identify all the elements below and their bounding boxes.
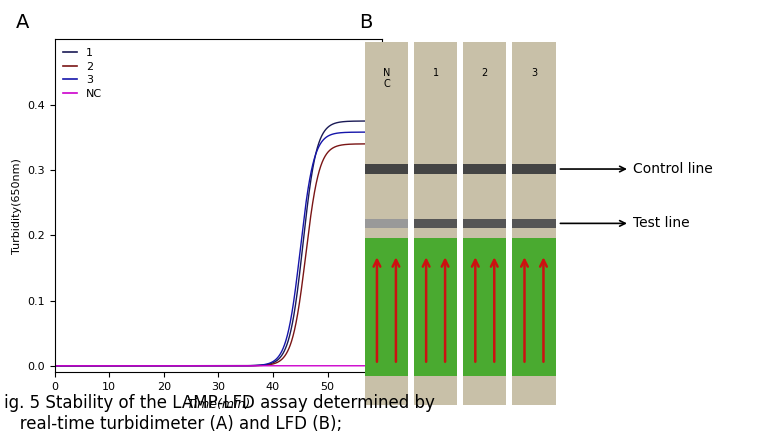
- Text: ig. 5 Stability of the LAMP-LFD assay determined by
   real-time turbidimeter (A: ig. 5 Stability of the LAMP-LFD assay de…: [4, 394, 434, 433]
- Bar: [365, 42, 408, 405]
- Bar: [365, 219, 408, 228]
- 3: [378, 130, 387, 135]
- NC: [378, 363, 387, 368]
- 2: [368, 141, 378, 146]
- 3: [200, 363, 210, 368]
- Bar: [414, 219, 457, 228]
- Text: N
C: N C: [383, 67, 390, 89]
- 1: [308, 167, 317, 172]
- Text: Control line: Control line: [560, 162, 712, 176]
- Bar: [365, 238, 408, 375]
- 3: [308, 163, 317, 168]
- 2: [209, 363, 218, 368]
- NC: [66, 363, 76, 368]
- Text: 3: 3: [531, 67, 537, 78]
- Bar: [512, 219, 555, 228]
- 1: [209, 363, 218, 368]
- X-axis label: Time(min): Time(min): [186, 398, 250, 410]
- NC: [50, 363, 59, 368]
- 3: [66, 363, 76, 368]
- Text: Test line: Test line: [560, 216, 690, 230]
- NC: [368, 363, 378, 368]
- NC: [209, 363, 218, 368]
- 2: [66, 363, 76, 368]
- Line: 1: 1: [55, 121, 382, 366]
- 1: [50, 363, 59, 368]
- 1: [66, 363, 76, 368]
- Bar: [463, 238, 506, 375]
- Bar: [365, 164, 408, 174]
- 3: [368, 130, 378, 135]
- NC: [368, 363, 378, 368]
- Bar: [512, 164, 555, 174]
- Text: A: A: [16, 13, 29, 32]
- 3: [50, 363, 59, 368]
- Bar: [414, 238, 457, 375]
- Bar: [512, 238, 555, 375]
- Bar: [512, 42, 555, 405]
- 1: [368, 118, 378, 124]
- 1: [368, 118, 378, 124]
- 3: [209, 363, 218, 368]
- NC: [200, 363, 210, 368]
- Bar: [463, 164, 506, 174]
- 2: [378, 141, 387, 146]
- Text: 2: 2: [482, 67, 488, 78]
- 3: [368, 130, 378, 135]
- Bar: [414, 164, 457, 174]
- Line: 2: 2: [55, 144, 382, 366]
- Text: B: B: [359, 13, 372, 32]
- Bar: [463, 42, 506, 405]
- Text: 1: 1: [433, 67, 438, 78]
- 2: [50, 363, 59, 368]
- 2: [200, 363, 210, 368]
- Bar: [463, 219, 506, 228]
- NC: [308, 363, 317, 368]
- Legend: 1, 2, 3, NC: 1, 2, 3, NC: [60, 45, 105, 102]
- Bar: [414, 42, 457, 405]
- 1: [378, 118, 387, 124]
- 1: [200, 363, 210, 368]
- Line: 3: 3: [55, 132, 382, 366]
- 2: [308, 201, 317, 206]
- Y-axis label: Turbidity(650nm): Turbidity(650nm): [12, 158, 22, 254]
- 2: [368, 141, 378, 146]
